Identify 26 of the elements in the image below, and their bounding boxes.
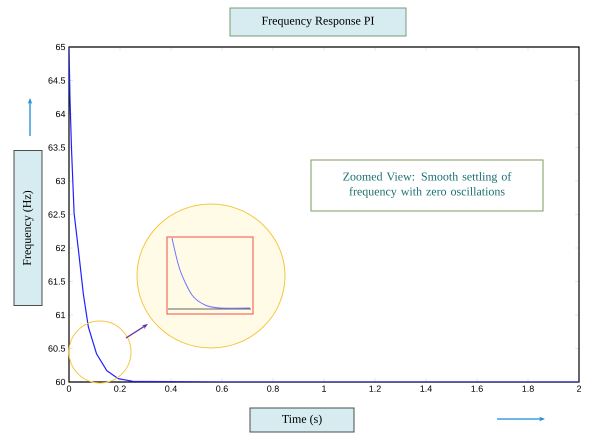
y-tick-label: 65 <box>56 44 66 50</box>
y-tick-label: 61 <box>56 312 66 318</box>
x-tick-label: 0.8 <box>267 386 279 392</box>
y-tick-label: 60.5 <box>48 345 66 352</box>
chart-title: Frequency Response PI <box>262 16 374 28</box>
y-tick-label: 61.5 <box>48 278 66 285</box>
x-tick-label: 1.2 <box>369 386 381 392</box>
y-tick-label: 62.5 <box>48 211 66 218</box>
annotation: Zoomed View: Smooth settling of frequency with zero oscillations <box>343 172 512 198</box>
x-tick-label: 2 <box>576 386 582 392</box>
y-tick-label: 63 <box>56 178 66 184</box>
y-tick-label: 64.5 <box>48 77 66 84</box>
x-tick-label: 0.6 <box>216 386 228 392</box>
y-tick-label: 62 <box>56 244 66 252</box>
x-tick-label: 1.6 <box>471 386 483 392</box>
y-tick-label: 64 <box>56 110 66 118</box>
x-tick-label: 1.4 <box>420 386 432 392</box>
y-axis-title: Frequency (Hz) <box>22 190 34 266</box>
y-tick-label: 63.5 <box>48 144 66 151</box>
x-tick-label: 0 <box>66 386 72 392</box>
x-axis-title: Time (s) <box>282 414 322 426</box>
x-tick-label: 1.8 <box>522 386 534 392</box>
x-tick-label: 0.2 <box>114 386 126 392</box>
x-tick-label: 0.4 <box>165 386 177 392</box>
y-tick-label: 60 <box>56 378 66 386</box>
x-tick-label: 1 <box>322 386 326 392</box>
